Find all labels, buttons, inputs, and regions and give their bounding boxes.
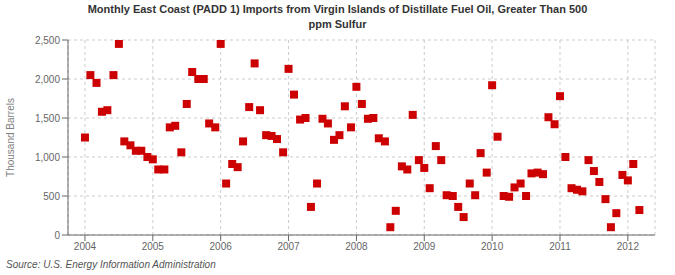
svg-text:2008: 2008 bbox=[345, 241, 368, 252]
svg-text:2007: 2007 bbox=[277, 241, 300, 252]
svg-text:2009: 2009 bbox=[413, 241, 436, 252]
svg-text:Thousand Barrels: Thousand Barrels bbox=[8, 98, 16, 177]
svg-text:1,500: 1,500 bbox=[35, 113, 60, 124]
svg-text:2005: 2005 bbox=[142, 241, 165, 252]
svg-text:1,000: 1,000 bbox=[35, 152, 60, 163]
html-text:ppm Sulfur: ppm Sulfur bbox=[308, 18, 367, 30]
svg-text:2,000: 2,000 bbox=[35, 74, 60, 85]
svg-text:2012: 2012 bbox=[617, 241, 640, 252]
svg-text:500: 500 bbox=[43, 191, 60, 202]
svg-text:2010: 2010 bbox=[481, 241, 504, 252]
svg-text:2,500: 2,500 bbox=[35, 35, 60, 46]
svg-text:2011: 2011 bbox=[549, 241, 571, 252]
svg-text:2004: 2004 bbox=[74, 241, 97, 252]
html-text:Source: U.S. Energy Informatio: Source: U.S. Energy Information Administ… bbox=[6, 259, 216, 270]
html-text:Monthly East Coast (PADD 1) Im: Monthly East Coast (PADD 1) Imports from… bbox=[87, 3, 588, 15]
svg-text:2006: 2006 bbox=[210, 241, 233, 252]
svg-text:0: 0 bbox=[54, 230, 60, 241]
